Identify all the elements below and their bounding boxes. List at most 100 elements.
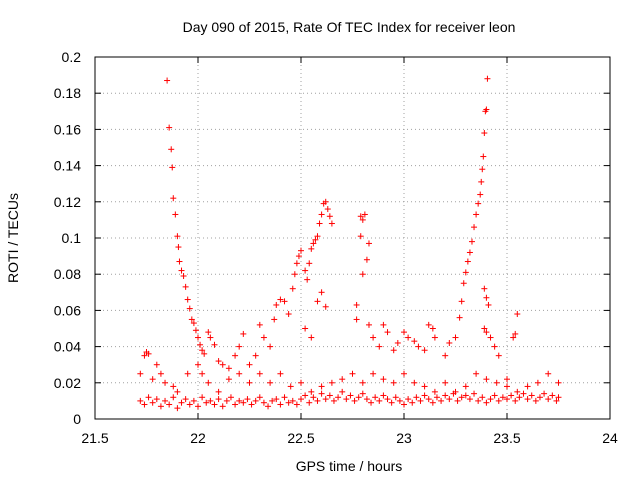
y-tick-label: 0.12 [54, 194, 81, 210]
data-point [504, 383, 510, 390]
data-point [326, 213, 333, 220]
data-point [415, 343, 422, 350]
data-point [267, 343, 274, 350]
chart-title: Day 090 of 2015, Rate Of TEC Index for r… [183, 19, 516, 35]
data-point [232, 352, 239, 359]
data-point [363, 396, 370, 403]
data-point [174, 405, 181, 412]
data-point [248, 401, 255, 408]
y-tick-label: 0 [73, 411, 81, 427]
data-point [141, 401, 148, 408]
data-point [310, 394, 317, 401]
data-point [205, 329, 212, 336]
data-point [376, 397, 383, 404]
data-point [524, 396, 531, 403]
data-point [475, 397, 482, 404]
data-point [223, 397, 230, 404]
data-point [145, 394, 152, 401]
data-point [308, 388, 315, 395]
data-point [175, 244, 182, 251]
data-point [314, 298, 321, 305]
data-point [421, 383, 428, 390]
data-point [357, 213, 364, 220]
data-point [304, 276, 311, 283]
data-point [289, 285, 296, 292]
data-point [302, 267, 309, 274]
data-point [481, 325, 488, 332]
data-point [225, 376, 232, 383]
data-point [170, 383, 177, 390]
data-point [232, 401, 239, 408]
data-point [281, 298, 288, 305]
data-point [322, 396, 329, 403]
data-point [195, 403, 201, 410]
data-point [215, 396, 222, 403]
data-point [153, 361, 160, 368]
data-point [468, 238, 475, 245]
data-point [438, 397, 445, 404]
data-point [318, 390, 325, 397]
data-point [302, 392, 309, 399]
data-point [281, 394, 288, 401]
data-point [314, 233, 321, 240]
data-point [365, 240, 372, 247]
data-point [174, 233, 181, 240]
data-point [483, 106, 490, 113]
data-point [514, 388, 521, 395]
data-point [405, 334, 412, 341]
data-point [514, 311, 521, 318]
data-point [466, 396, 473, 403]
data-point [355, 394, 362, 401]
grid [95, 57, 610, 419]
data-point [481, 285, 488, 292]
data-point [236, 397, 243, 404]
data-point [240, 330, 247, 337]
data-point [157, 370, 164, 377]
data-point [246, 379, 253, 386]
data-point [456, 314, 463, 321]
data-point [372, 394, 379, 401]
data-point [545, 370, 552, 377]
data-point [417, 397, 424, 404]
data-point [421, 392, 428, 399]
data-point [484, 75, 491, 82]
data-point [314, 397, 321, 404]
data-point [269, 397, 276, 404]
data-point [425, 396, 432, 403]
data-point [339, 376, 346, 383]
data-point [195, 361, 201, 368]
data-point [431, 388, 438, 395]
data-point [219, 361, 226, 368]
data-point [324, 206, 331, 213]
data-point [464, 258, 471, 265]
data-point [380, 392, 387, 399]
data-point [227, 394, 234, 401]
data-point [298, 396, 304, 403]
data-point [409, 399, 416, 406]
data-point [141, 352, 148, 359]
data-point [308, 245, 315, 252]
data-point [211, 401, 218, 408]
data-point [487, 334, 494, 341]
data-point [271, 316, 278, 323]
data-point [293, 260, 300, 267]
data-point [137, 370, 144, 377]
data-point [376, 343, 383, 350]
data-point [162, 379, 169, 386]
data-point [240, 399, 247, 406]
data-point [244, 396, 251, 403]
y-tick-label: 0.18 [54, 85, 81, 101]
data-point [370, 334, 377, 341]
data-point [252, 352, 259, 359]
data-point [178, 399, 185, 406]
data-point [184, 370, 191, 377]
data-point [205, 379, 212, 386]
x-tick-label: 22.5 [287, 430, 314, 446]
y-axis-title: ROTI / TECUs [5, 193, 21, 283]
data-point [310, 240, 317, 247]
data-point [351, 397, 358, 404]
data-point [431, 334, 438, 341]
data-point [306, 260, 313, 267]
data-point [260, 334, 267, 341]
data-point [180, 273, 187, 280]
